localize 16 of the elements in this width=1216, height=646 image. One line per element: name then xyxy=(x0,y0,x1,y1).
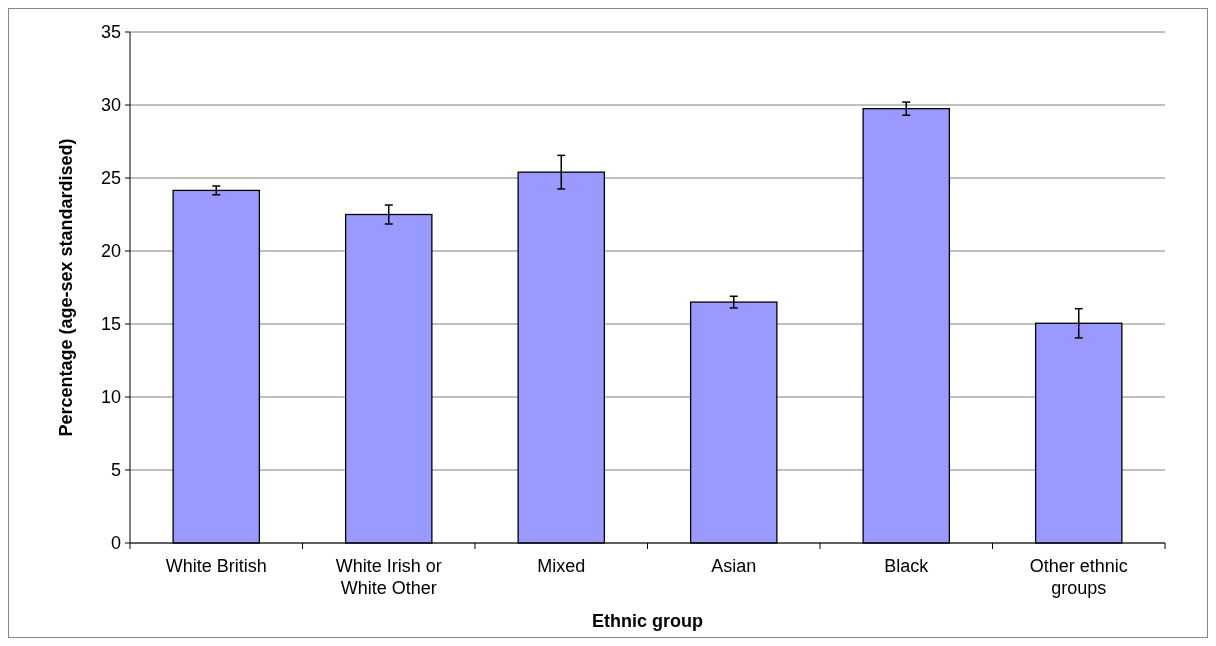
x-tick-label: Black xyxy=(884,556,930,576)
y-tick-label: 20 xyxy=(100,241,121,262)
y-tick-label: 10 xyxy=(100,387,121,408)
y-tick-label: 35 xyxy=(100,22,121,43)
y-tick-label: 5 xyxy=(110,460,121,481)
y-tick-label: 30 xyxy=(100,95,121,116)
x-tick-label: White British xyxy=(165,556,267,576)
x-tick-label: Other ethnic groups xyxy=(1029,556,1128,598)
x-tick-label: Asian xyxy=(711,556,757,576)
x-tick-label: White Irish or White Other xyxy=(335,556,442,598)
x-tick-label: Mixed xyxy=(537,556,586,576)
y-tick-label: 25 xyxy=(100,168,121,189)
y-tick-label: 15 xyxy=(100,314,121,335)
x-axis-title: Ethnic group xyxy=(592,611,703,631)
y-axis-title: Percentage (age-sex standardised) xyxy=(56,138,76,437)
y-tick-label: 0 xyxy=(110,533,121,554)
